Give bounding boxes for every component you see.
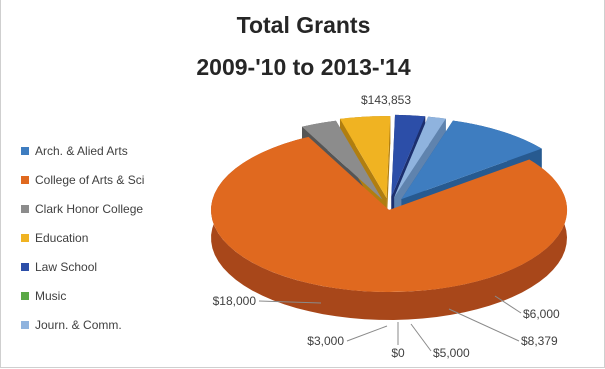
legend-label: Clark Honor College (35, 201, 144, 216)
leader-line (346, 325, 388, 342)
legend-label: Arch. & Alied Arts (35, 143, 128, 158)
legend-item: College of Arts & Sci (21, 165, 144, 194)
pie-slice (340, 116, 391, 199)
leader-line (410, 323, 432, 352)
data-labels: $18,000 $143,853 $6,000 $8,379 $5,000 $0 $3,00… (213, 93, 560, 360)
legend-item: Clark Honor College (21, 194, 144, 223)
data-label: $0 (391, 346, 405, 360)
legend-label: Education (35, 230, 89, 245)
legend-item: Journ. & Comm. (21, 310, 144, 339)
pie-slice-wall (386, 116, 391, 227)
data-label: $18,000 (213, 294, 257, 308)
legend-swatch (21, 175, 29, 184)
legend-swatch (21, 146, 29, 155)
leader-line (258, 300, 322, 304)
pie-tops (211, 114, 568, 293)
leader-line (448, 308, 520, 342)
legend-swatch (21, 291, 29, 300)
legend-swatch (21, 320, 29, 329)
data-label: $6,000 (523, 307, 560, 321)
legend-swatch (21, 204, 29, 213)
legend-item: Education (21, 223, 144, 252)
legend-swatch (21, 262, 29, 271)
pie-slice (391, 114, 426, 197)
legend-label: College of Arts & Sci (35, 172, 145, 187)
legend-label: Journ. & Comm. (35, 317, 122, 332)
data-label: $5,000 (433, 346, 470, 360)
pie-slice (302, 120, 383, 200)
pie-slice (211, 136, 568, 293)
chart-title-line-2: 2009-'10 to 2013-'14 (196, 54, 411, 80)
legend-item: Arch. & Alied Arts (21, 136, 144, 165)
pie-slice (401, 120, 542, 200)
data-label: $143,853 (361, 93, 411, 107)
data-label: $3,000 (307, 334, 344, 348)
leader-line (494, 295, 522, 314)
chart-title-line-1: Total Grants (236, 12, 371, 38)
chart-legend: Arch. & Alied Arts College of Arts & Sci C… (21, 136, 144, 339)
legend-item: Law School (21, 252, 144, 281)
data-label: $8,379 (521, 334, 558, 348)
legend-swatch (21, 233, 29, 242)
legend-label: Music (35, 288, 67, 303)
legend-item: Music (21, 281, 144, 310)
legend-label: Law School (35, 259, 98, 274)
pie-slice (394, 116, 446, 198)
